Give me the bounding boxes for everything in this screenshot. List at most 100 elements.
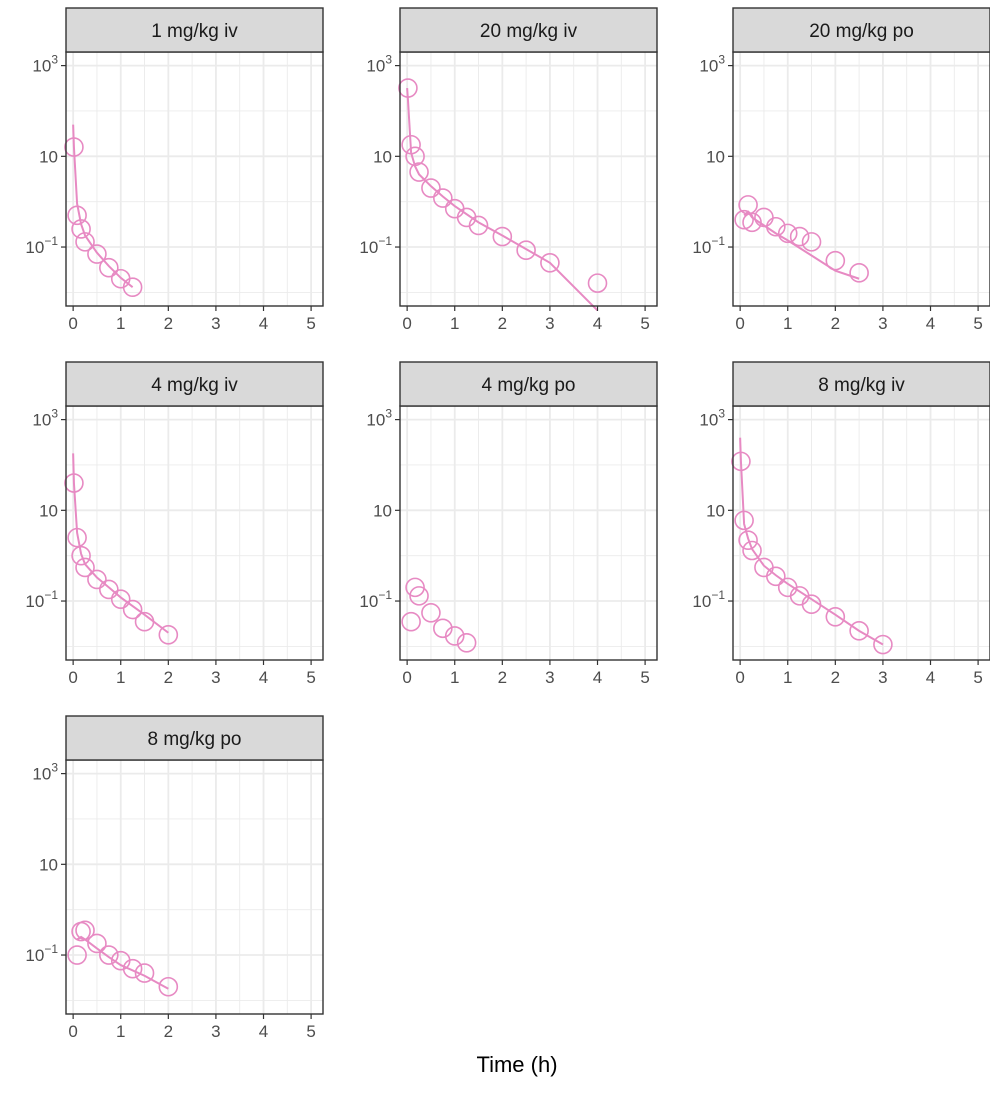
data-point (405, 577, 425, 598)
x-tick-label: 2 (498, 668, 507, 687)
y-tick-label: 10 (39, 855, 58, 874)
x-tick-label: 0 (735, 668, 744, 687)
data-point (516, 240, 536, 261)
data-point (421, 603, 441, 623)
y-tick-label: 10−1 (359, 588, 392, 611)
x-tick-label: 0 (402, 314, 411, 333)
x-tick-label: 5 (306, 668, 315, 687)
strip-box (399, 361, 658, 407)
data-point (456, 633, 477, 653)
x-tick-label: 3 (545, 314, 554, 333)
data-point (801, 232, 822, 252)
x-tick-label: 5 (973, 314, 982, 333)
data-point (742, 540, 762, 561)
x-tick-label: 2 (831, 668, 840, 687)
panel-background (733, 406, 990, 660)
panel-background (66, 52, 323, 306)
fit-line (72, 124, 134, 289)
x-tick-label: 1 (116, 1022, 125, 1041)
data-point (134, 963, 155, 983)
x-tick-label: 4 (593, 668, 602, 687)
data-point (742, 212, 762, 233)
facet-panel: 8 mg/kg iv 0 1 2 3 4 5 10−1 10 103 (692, 361, 990, 687)
facet-panel: 20 mg/kg po 0 1 2 3 4 5 10−1 10 103 (692, 7, 990, 333)
data-point (87, 569, 107, 590)
x-tick-label: 5 (640, 314, 649, 333)
x-tick-label: 3 (211, 668, 220, 687)
x-tick-label: 2 (831, 314, 840, 333)
data-point (825, 606, 846, 627)
data-point (468, 215, 489, 236)
x-tick-label: 4 (259, 1022, 268, 1041)
strip-box (65, 7, 324, 53)
data-point (158, 976, 179, 997)
panel-title: 4 mg/kg iv (151, 375, 238, 396)
data-point (158, 625, 179, 645)
data-point (64, 137, 84, 157)
facet-panel: 4 mg/kg po 0 1 2 3 4 5 10−1 10 103 (359, 361, 658, 687)
data-point (67, 945, 87, 965)
y-tick-label: 103 (32, 53, 58, 76)
data-point (734, 209, 754, 230)
y-tick-label: 103 (32, 407, 58, 430)
x-tick-label: 3 (211, 314, 220, 333)
strip-box (65, 715, 324, 761)
y-tick-label: 10 (39, 501, 58, 520)
y-tick-label: 103 (366, 53, 392, 76)
strip-box (399, 7, 658, 53)
data-point (71, 545, 91, 566)
data-point (67, 205, 87, 226)
data-point (134, 611, 155, 632)
panel-title: 8 mg/kg iv (818, 375, 905, 396)
data-point (71, 219, 91, 239)
x-tick-label: 0 (68, 314, 77, 333)
data-point (110, 589, 131, 609)
x-tick-label: 2 (498, 314, 507, 333)
facet-panel: 1 mg/kg iv 0 1 2 3 4 5 10−1 10 103 (25, 7, 324, 333)
x-tick-label: 1 (116, 314, 125, 333)
y-tick-label: 10 (706, 147, 725, 166)
panel-title: 1 mg/kg iv (151, 21, 238, 42)
strip-box (732, 7, 990, 53)
data-point (433, 188, 453, 208)
data-point (587, 273, 608, 293)
x-tick-label: 4 (259, 668, 268, 687)
x-tick-label: 5 (306, 1022, 315, 1041)
x-tick-label: 1 (783, 314, 792, 333)
x-tick-label: 3 (211, 1022, 220, 1041)
x-axis-title: Time (h) (476, 1052, 557, 1077)
y-tick-label: 103 (366, 407, 392, 430)
strip-box (732, 361, 990, 407)
x-tick-label: 2 (164, 1022, 173, 1041)
data-point (738, 530, 758, 550)
data-point (734, 510, 754, 531)
facet-panel: 8 mg/kg po 0 1 2 3 4 5 10−1 10 103 (25, 715, 324, 1041)
data-point (122, 599, 143, 620)
data-point (789, 226, 810, 247)
data-point (825, 250, 846, 271)
x-tick-label: 1 (116, 668, 125, 687)
x-tick-label: 2 (164, 314, 173, 333)
y-tick-label: 10−1 (25, 942, 58, 965)
panel-background (400, 406, 657, 660)
x-tick-label: 1 (450, 668, 459, 687)
data-point (87, 933, 107, 954)
facet-panel: 20 mg/kg iv 0 1 2 3 4 5 10−1 10 103 (359, 7, 658, 333)
panel-background (66, 406, 323, 660)
data-point (75, 557, 95, 578)
data-point (99, 257, 119, 278)
data-point (421, 178, 441, 198)
panel-background (66, 760, 323, 1014)
x-tick-label: 4 (259, 314, 268, 333)
y-tick-label: 10−1 (692, 588, 725, 611)
x-tick-label: 4 (926, 314, 935, 333)
y-tick-label: 103 (699, 407, 725, 430)
panel-background (400, 52, 657, 306)
strip-box (65, 361, 324, 407)
x-tick-label: 0 (68, 1022, 77, 1041)
panel-title: 4 mg/kg po (482, 375, 576, 396)
panel-title: 20 mg/kg iv (480, 21, 578, 42)
x-tick-label: 1 (450, 314, 459, 333)
data-point (87, 244, 107, 264)
